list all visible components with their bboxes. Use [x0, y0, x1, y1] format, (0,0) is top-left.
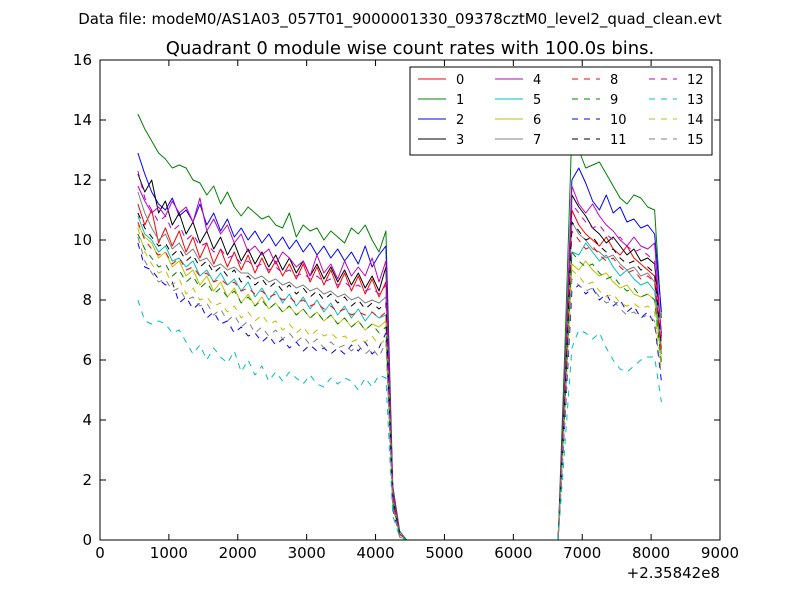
series-line-2 [137, 152, 662, 541]
legend-label-11: 11 [610, 133, 627, 148]
x-tick-label: 1000 [150, 544, 188, 562]
y-tick-label: 14 [73, 111, 92, 129]
x-tick-label: 0 [95, 544, 105, 562]
y-tick-label: 4 [82, 411, 92, 429]
series-line-6 [137, 224, 662, 541]
x-tick-label: 5000 [425, 544, 463, 562]
legend-label-6: 6 [533, 113, 541, 128]
legend-label-0: 0 [456, 73, 464, 88]
legend-label-13: 13 [687, 93, 704, 108]
x-tick-label: 3000 [288, 544, 326, 562]
legend-label-1: 1 [456, 93, 464, 108]
legend-label-10: 10 [610, 113, 627, 128]
legend-label-2: 2 [456, 113, 464, 128]
x-tick-label: 9000 [701, 544, 739, 562]
series-line-0 [137, 203, 662, 541]
series-line-13 [137, 299, 662, 541]
series-line-11 [137, 212, 662, 541]
series-line-8 [137, 221, 662, 541]
legend-label-12: 12 [687, 73, 704, 88]
x-tick-label: 8000 [632, 544, 670, 562]
series-layer [137, 113, 662, 541]
chart-title: Quadrant 0 module wise count rates with … [166, 38, 655, 59]
y-tick-label: 16 [73, 51, 92, 69]
legend-label-5: 5 [533, 93, 541, 108]
legend-label-15: 15 [687, 133, 704, 148]
x-offset-label: +2.35842e8 [627, 564, 720, 582]
x-tick-label: 7000 [563, 544, 601, 562]
series-line-3 [137, 173, 662, 541]
y-tick-label: 2 [82, 471, 92, 489]
legend-label-9: 9 [610, 93, 618, 108]
suptitle: Data file: modeM0/AS1A03_057T01_90000013… [78, 10, 722, 29]
legend-label-4: 4 [533, 73, 541, 88]
x-tick-label: 6000 [494, 544, 532, 562]
legend-label-7: 7 [533, 133, 541, 148]
y-tick-label: 8 [82, 291, 92, 309]
series-line-12 [137, 170, 662, 541]
y-tick-label: 10 [73, 231, 92, 249]
series-line-14 [137, 227, 662, 541]
x-tick-label: 2000 [219, 544, 257, 562]
legend-label-3: 3 [456, 133, 464, 148]
legend-box [409, 66, 713, 156]
y-tick-label: 12 [73, 171, 92, 189]
series-line-4 [137, 185, 662, 541]
legend-label-8: 8 [610, 73, 618, 88]
axis-ticks: 0 1000 2000 3000 4000 5000 6000 7000 8000 9000 0 2 4… [73, 51, 739, 562]
x-tick-label: 4000 [356, 544, 394, 562]
y-tick-label: 6 [82, 351, 92, 369]
legend-label-14: 14 [687, 113, 704, 128]
y-tick-label: 0 [82, 531, 92, 549]
series-line-15 [137, 236, 662, 541]
series-line-9 [137, 233, 662, 541]
